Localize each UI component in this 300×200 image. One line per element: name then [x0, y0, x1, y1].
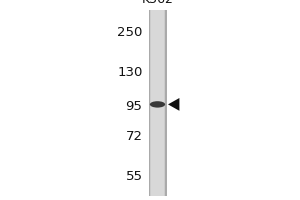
Bar — [151, 10, 164, 196]
Bar — [148, 10, 166, 196]
Text: K562: K562 — [142, 0, 173, 6]
Text: 130: 130 — [117, 66, 142, 79]
Text: 72: 72 — [125, 130, 142, 144]
Bar — [165, 10, 166, 196]
Bar — [148, 10, 150, 196]
Text: 250: 250 — [117, 26, 142, 40]
Text: 55: 55 — [125, 170, 142, 184]
Polygon shape — [168, 98, 179, 111]
Text: 95: 95 — [126, 100, 142, 114]
Ellipse shape — [150, 101, 165, 108]
